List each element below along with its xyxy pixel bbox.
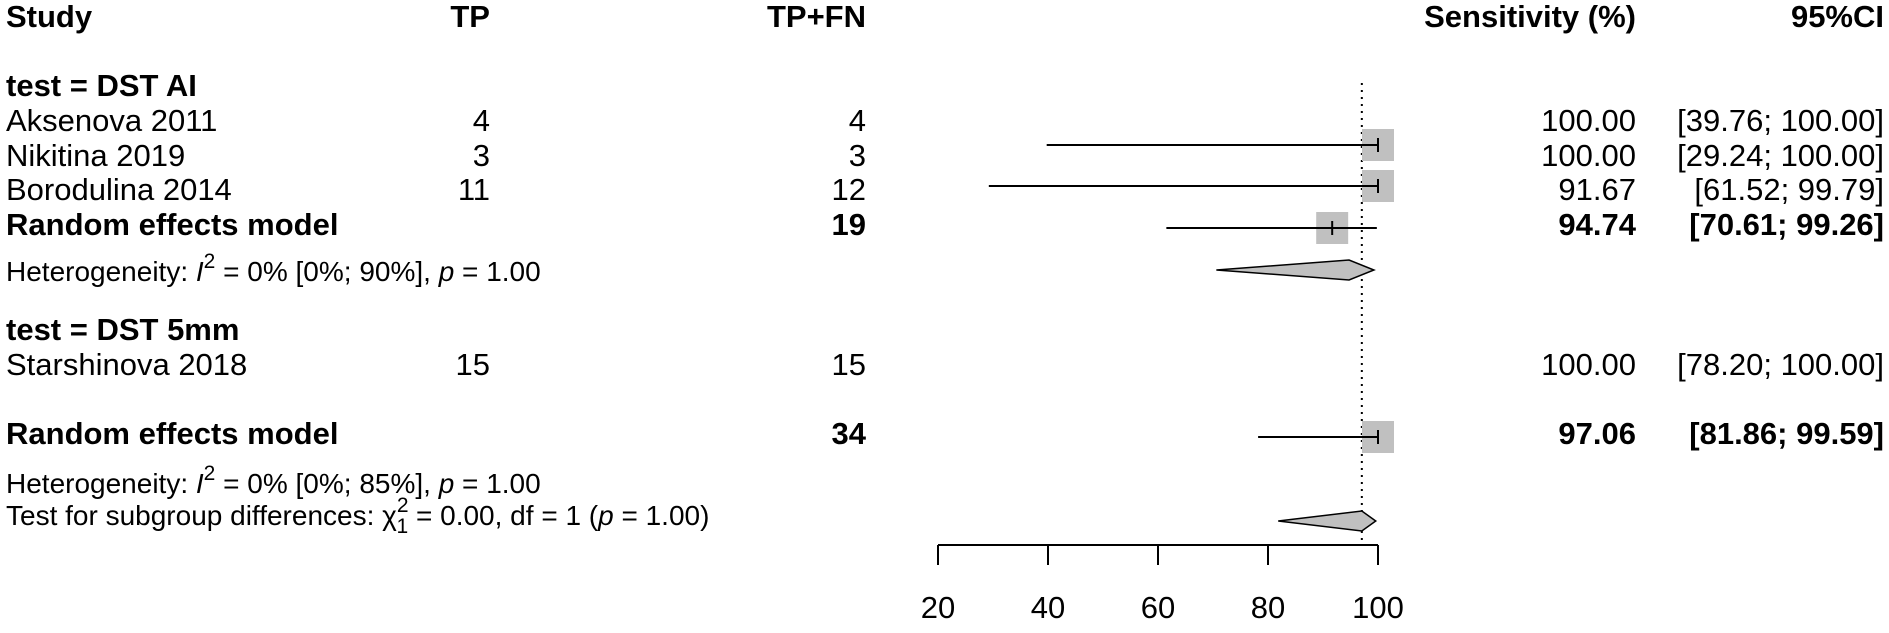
header-study: Study — [6, 0, 93, 34]
header-tp: TP — [450, 0, 490, 34]
study-ci: [78.20; 100.00] — [1677, 347, 1884, 382]
study-tpfn: 4 — [848, 103, 866, 138]
overall-total: 34 — [831, 416, 866, 451]
study-name: Borodulina 2014 — [6, 172, 232, 207]
study-tp: 15 — [455, 347, 490, 382]
overall-label: Random effects model — [6, 416, 339, 451]
subgroup-test-text: Test for subgroup differences: χ21 = 0.0… — [6, 494, 710, 538]
study-tpfn: 12 — [831, 172, 866, 207]
x-tick-label: 40 — [1031, 590, 1065, 625]
study-ci: [29.24; 100.00] — [1677, 138, 1884, 173]
overall-heterogeneity-text: Heterogeneity: I2 = 0% [0%; 85%], p = 1.… — [6, 462, 541, 499]
x-tick-label: 60 — [1141, 590, 1175, 625]
pooled-total: 19 — [831, 207, 866, 242]
x-tick-label: 80 — [1251, 590, 1285, 625]
study-tpfn: 15 — [831, 347, 866, 382]
study-tp: 3 — [472, 138, 490, 173]
study-sensitivity: 91.67 — [1558, 172, 1636, 207]
header-sensitivity: Sensitivity (%) — [1424, 0, 1636, 34]
overall-ci: [81.86; 99.59] — [1689, 416, 1884, 451]
study-tpfn: 3 — [848, 138, 866, 173]
study-sensitivity: 100.00 — [1541, 138, 1636, 173]
study-name: Aksenova 2011 — [6, 103, 218, 138]
study-ci: [61.52; 99.79] — [1694, 172, 1884, 207]
study-sensitivity: 100.00 — [1541, 103, 1636, 138]
subgroup-label-dst-ai: test = DST AI — [6, 68, 197, 103]
overall-diamond — [1278, 510, 1378, 532]
heterogeneity-text: Heterogeneity: I2 = 0% [0%; 90%], p = 1.… — [6, 250, 541, 287]
header-tpfn: TP+FN — [766, 0, 866, 34]
study-tp: 11 — [457, 172, 490, 207]
subgroup-label-dst-5mm: test = DST 5mm — [6, 312, 240, 347]
header-ci: 95%CI — [1790, 0, 1884, 34]
study-name: Nikitina 2019 — [6, 138, 186, 173]
x-tick-label: 20 — [921, 590, 955, 625]
pooled-label: Random effects model — [6, 207, 339, 242]
study-ci: [39.76; 100.00] — [1677, 103, 1884, 138]
study-sensitivity: 100.00 — [1541, 347, 1636, 382]
study-name: Starshinova 2018 — [6, 347, 248, 382]
study-tp: 4 — [472, 103, 490, 138]
pooled-diamond — [1216, 259, 1376, 281]
x-tick-label: 100 — [1352, 590, 1404, 625]
pooled-ci: [70.61; 99.26] — [1689, 207, 1884, 242]
overall-sensitivity: 97.06 — [1558, 416, 1636, 451]
pooled-sensitivity: 94.74 — [1558, 207, 1636, 242]
